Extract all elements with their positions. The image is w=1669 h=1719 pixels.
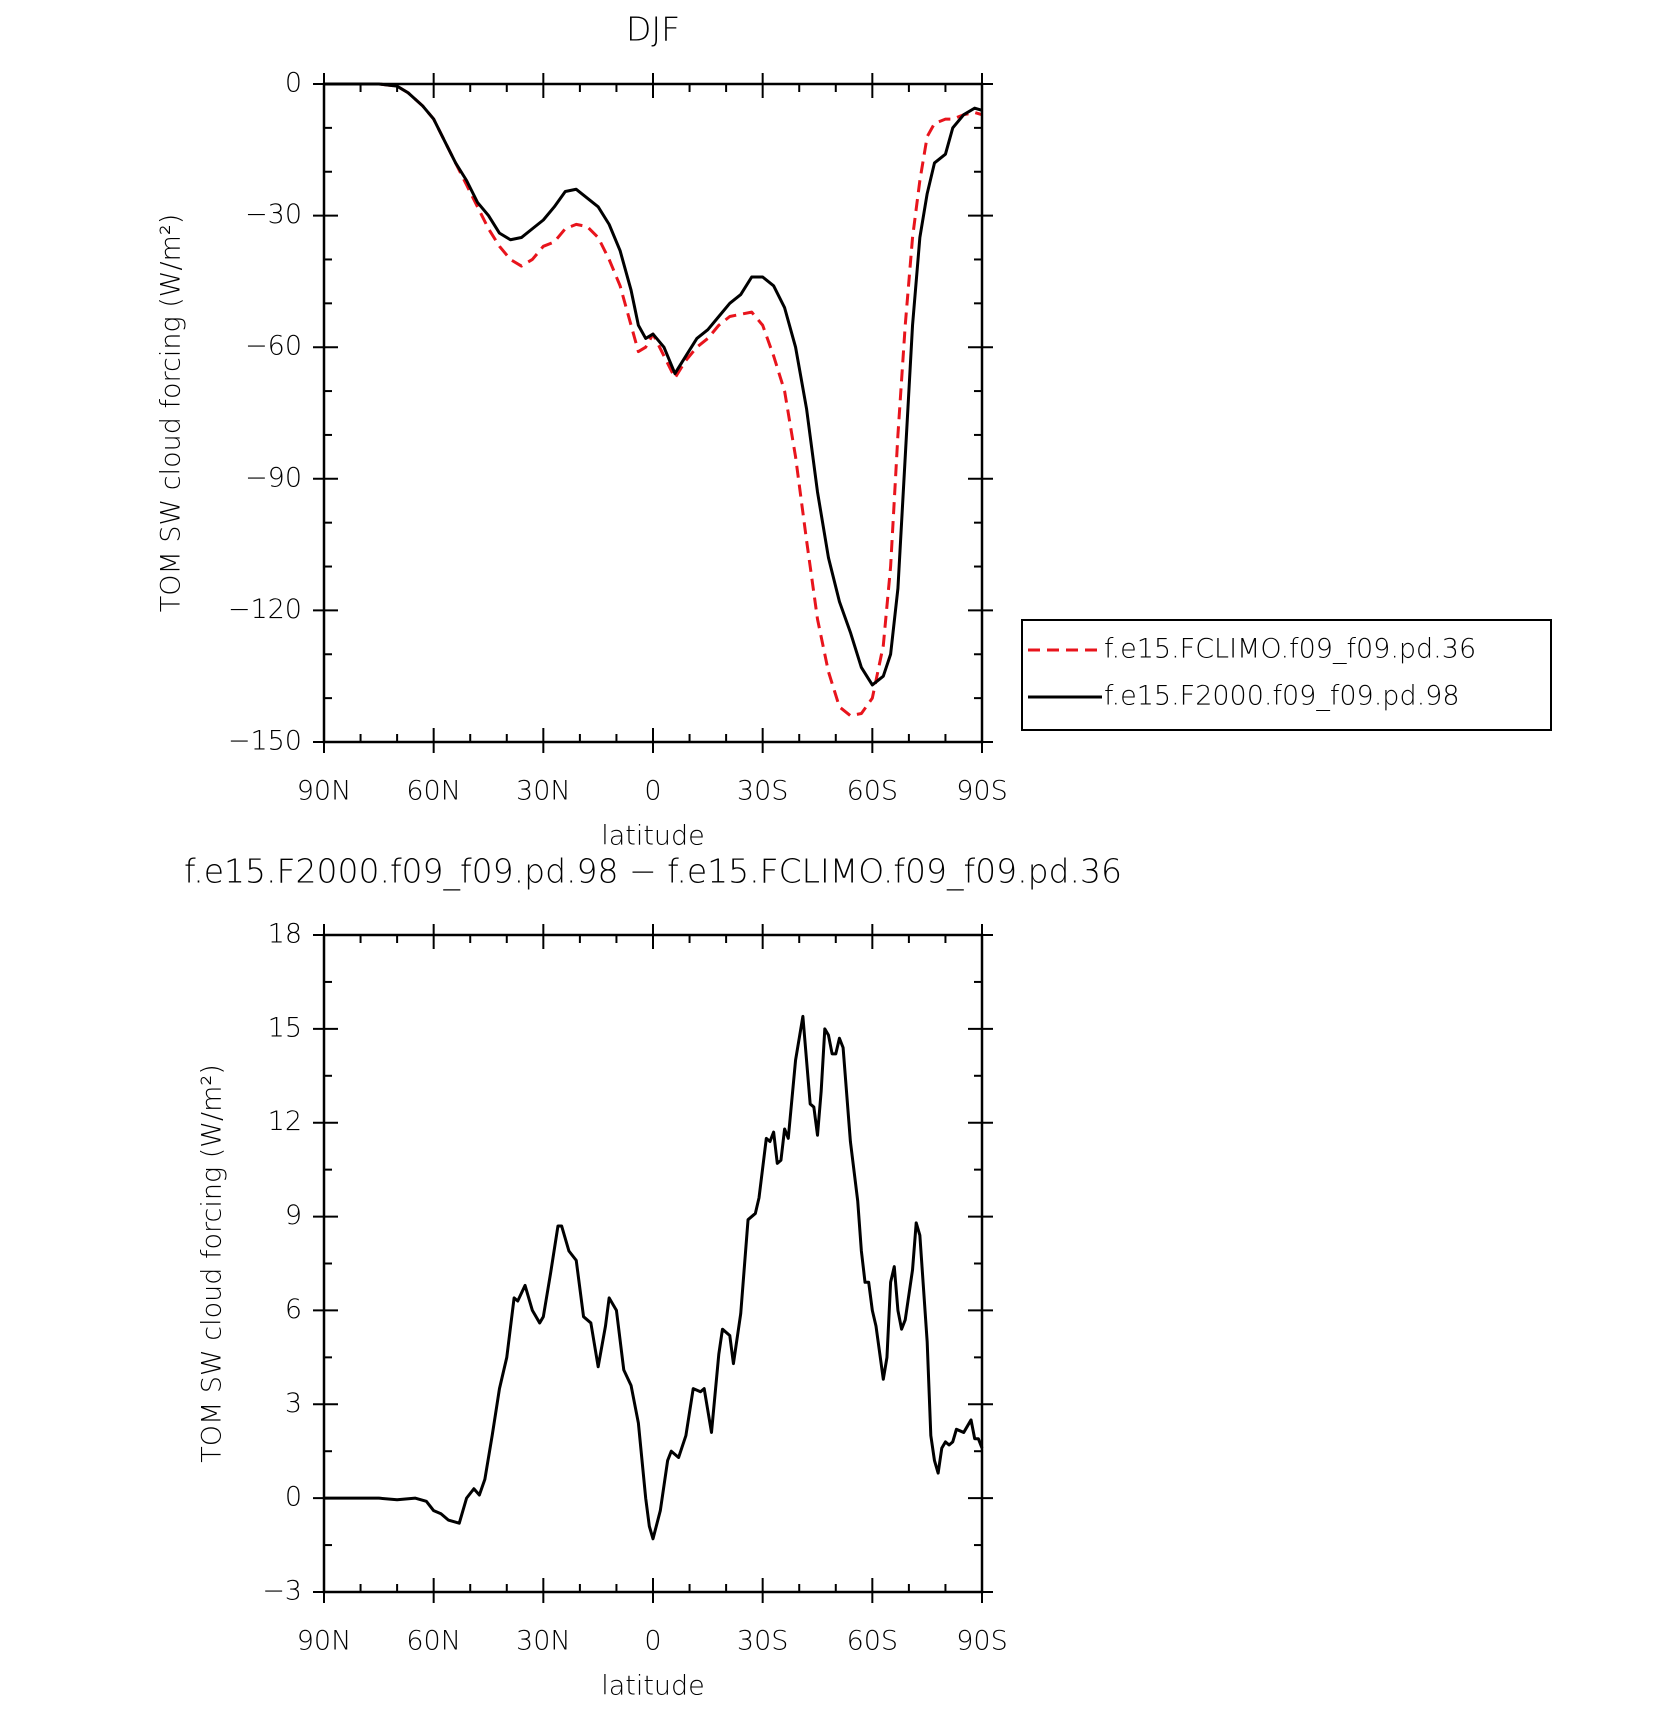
- data-line: [324, 82, 983, 687]
- y-tick-label: −30: [245, 199, 302, 230]
- y-tick-label: −150: [228, 726, 302, 757]
- y-tick-label: 15: [268, 1012, 302, 1043]
- x-tick-label: 0: [644, 776, 661, 807]
- y-tick-label: −3: [262, 1576, 302, 1607]
- x-tick-label: 90N: [297, 776, 352, 807]
- y-tick-label: 9: [285, 1200, 302, 1231]
- x-tick-label: 90S: [956, 1626, 1008, 1657]
- plot-frame: [322, 82, 984, 744]
- x-tick-label: 30N: [516, 1626, 571, 1657]
- y-tick-label: 3: [285, 1388, 302, 1419]
- legend-label: f.e15.FCLIMO.f09_f09.pd.36: [1104, 634, 1476, 665]
- y-tick-label: 18: [268, 919, 302, 950]
- x-tick-label: 60S: [847, 776, 899, 807]
- chart-title: DJF: [626, 10, 680, 49]
- y-tick-label: 12: [268, 1106, 302, 1137]
- legend-label: f.e15.F2000.f09_f09.pd.98: [1104, 681, 1460, 712]
- y-tick-label: −90: [245, 462, 302, 493]
- y-tick-label: 0: [285, 1482, 302, 1513]
- y-tick-label: −60: [245, 331, 302, 362]
- x-tick-label: 30S: [737, 1626, 789, 1657]
- y-axis-label: TOM SW cloud forcing (W/m²): [197, 1064, 228, 1463]
- legend-box: [1021, 619, 1552, 731]
- chart-title: f.e15.F2000.f09_f09.pd.98 − f.e15.FCLIMO…: [184, 852, 1122, 892]
- x-tick-label: 90S: [956, 776, 1008, 807]
- x-tick-label: 30S: [737, 776, 789, 807]
- data-line: [324, 1014, 984, 1541]
- x-tick-label: 30N: [516, 776, 571, 807]
- x-tick-label: 60N: [406, 776, 461, 807]
- data-line: [324, 82, 983, 718]
- plot-frame: [322, 933, 984, 1594]
- x-axis-label: latitude: [601, 1671, 705, 1702]
- x-tick-label: 0: [644, 1626, 661, 1657]
- y-tick-label: 0: [285, 68, 302, 99]
- x-axis-label: latitude: [601, 821, 705, 852]
- y-tick-label: −120: [228, 594, 302, 625]
- y-tick-label: 6: [285, 1294, 302, 1325]
- x-tick-label: 60S: [847, 1626, 899, 1657]
- y-axis-label: TOM SW cloud forcing (W/m²): [156, 214, 187, 613]
- x-tick-label: 90N: [297, 1626, 352, 1657]
- x-tick-label: 60N: [406, 1626, 461, 1657]
